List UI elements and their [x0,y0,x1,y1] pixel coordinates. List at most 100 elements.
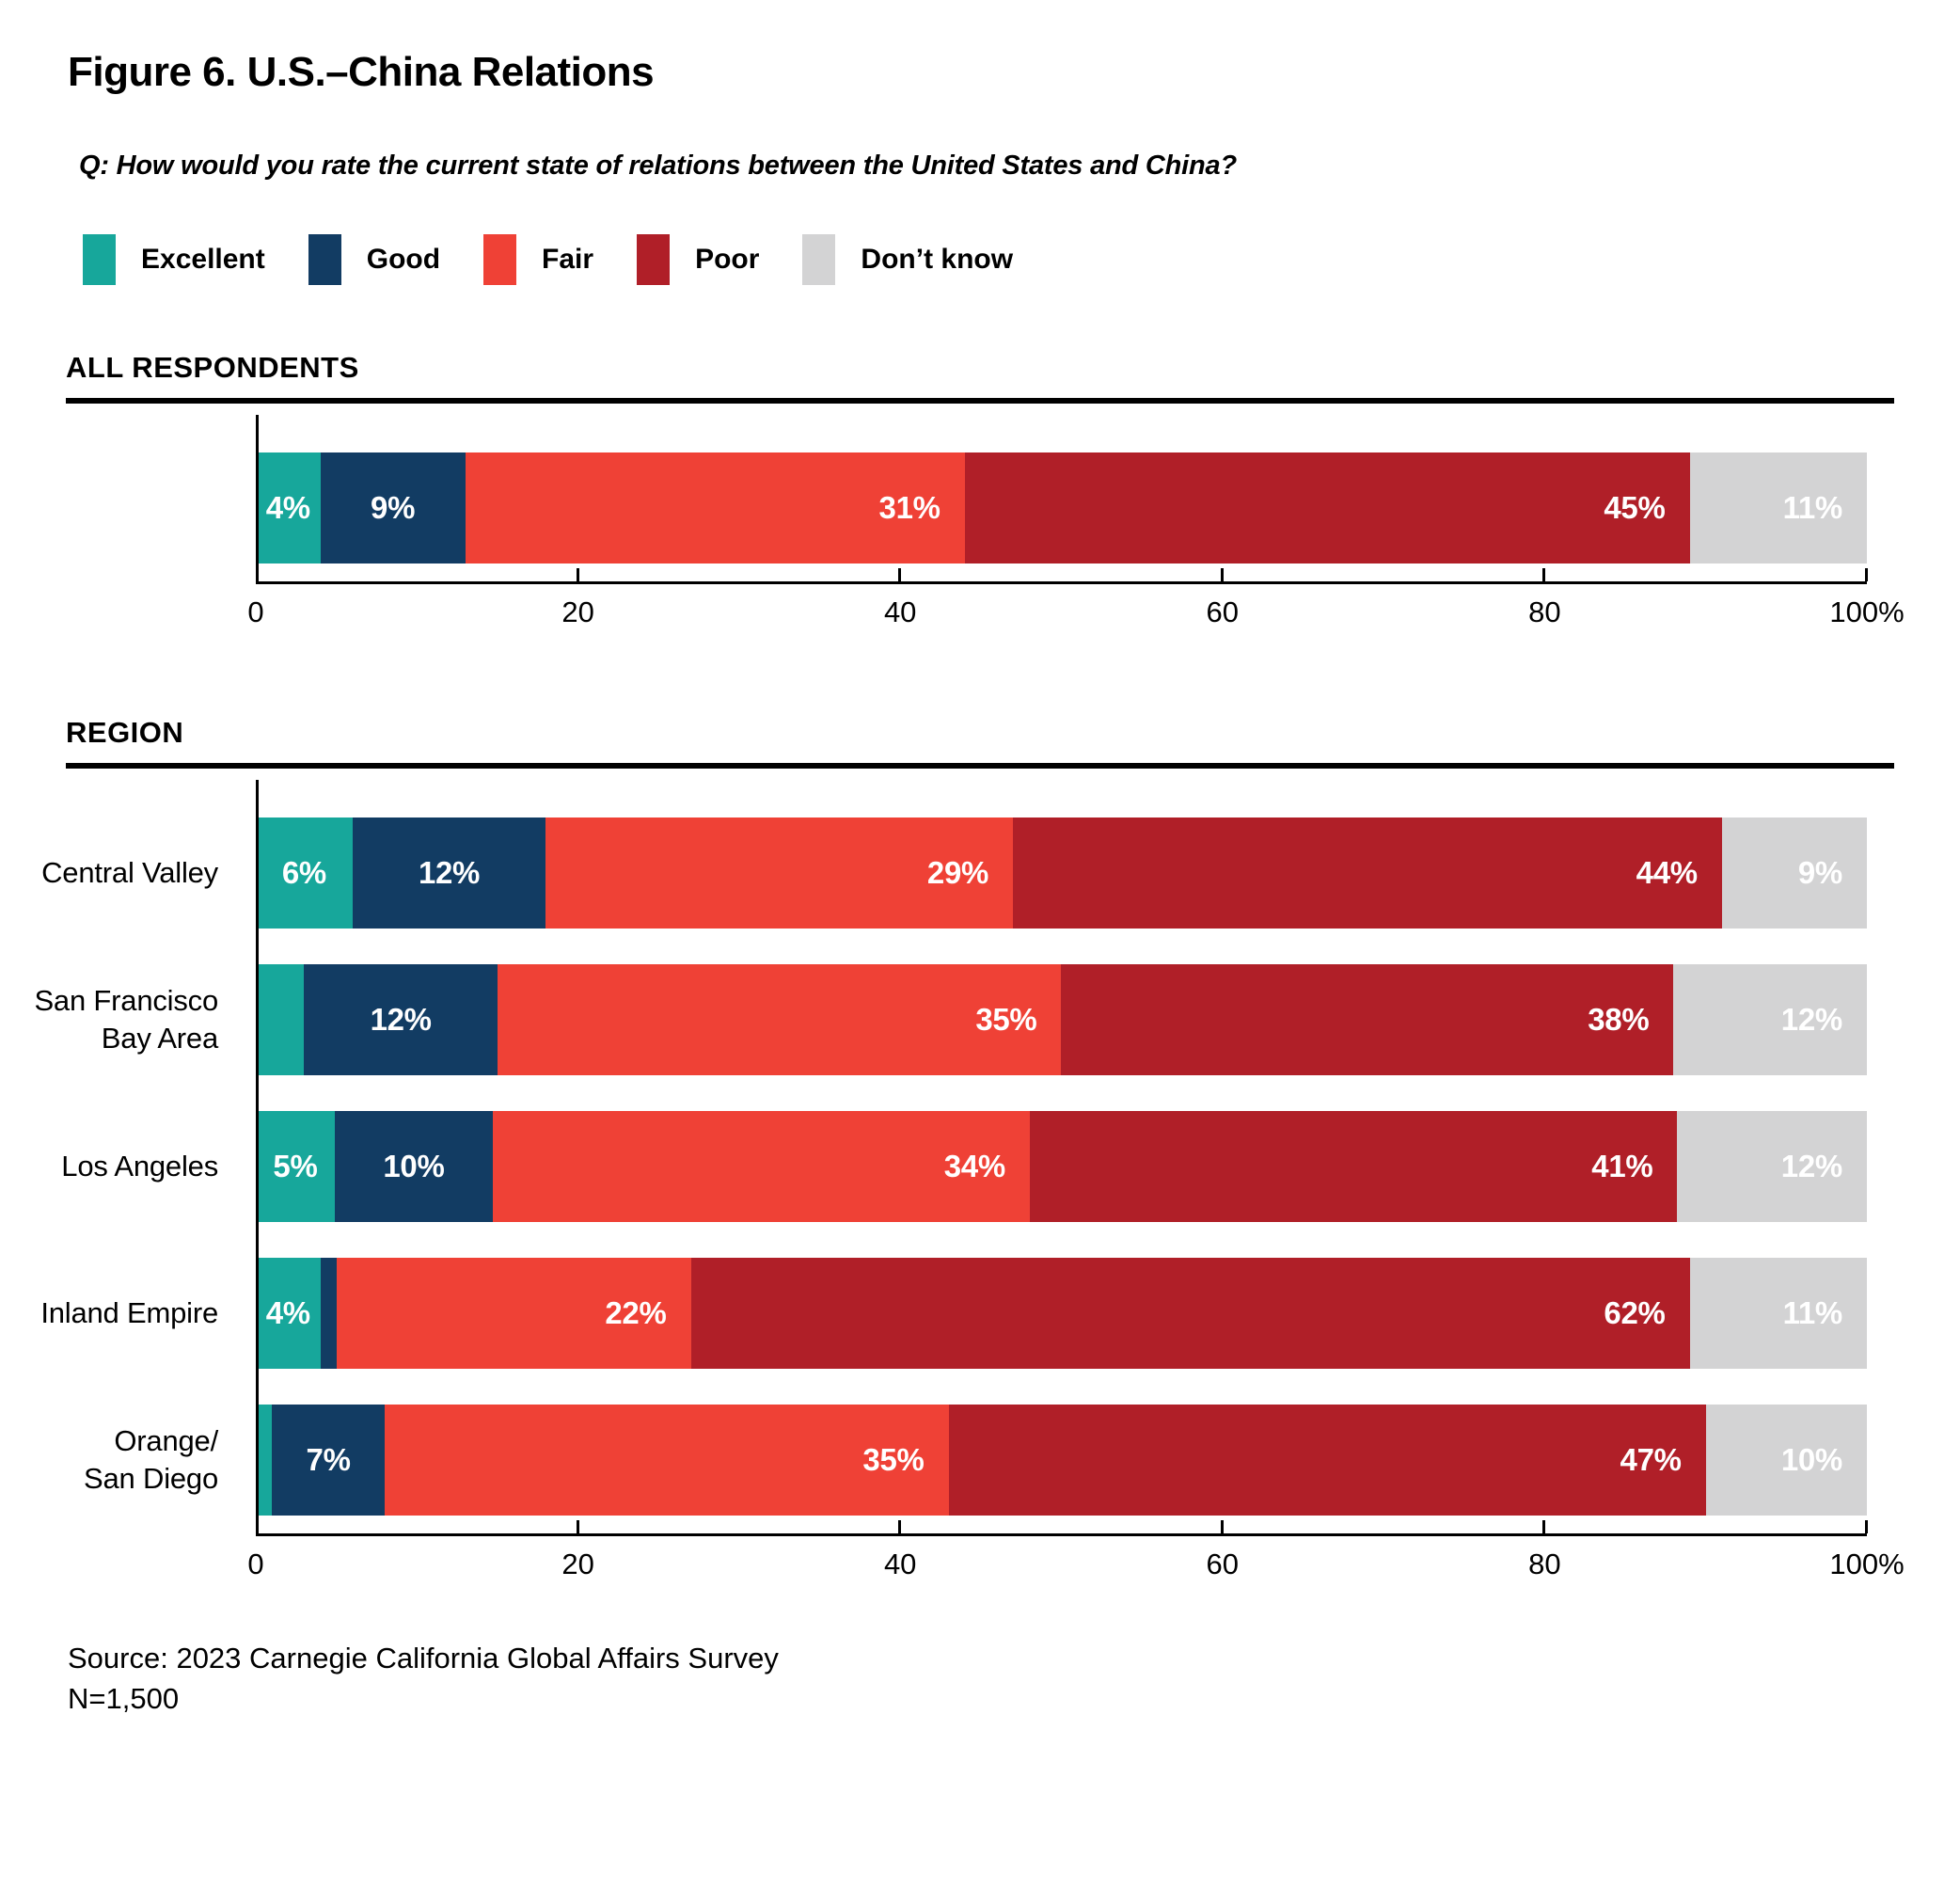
legend-item-poor: Poor [637,234,759,285]
segment-value-label: 35% [862,1442,925,1477]
segment-value-label: 62% [1604,1295,1666,1330]
axis-tick-label: 100% [1829,595,1905,628]
segment-value-label: 12% [370,1002,432,1037]
section-all-respondents: ALL RESPONDENTS 4% 9% 31% 45% 11% 0 20 40 60 80 10… [0,351,1960,633]
y-axis-baseline [256,780,259,1536]
section-region: REGION Central Valley 6% 12% 29% 44% 9% San Fr… [0,716,1960,1585]
segment-value-label: 11% [1782,490,1843,525]
axis-tick-label: 40 [883,1548,917,1580]
axis-tick [1542,1520,1546,1533]
bar-track: 4% 9% 31% 45% 11% [256,452,1867,564]
legend-item-fair: Fair [483,234,593,285]
segment-don-t-know: 9% [1721,818,1867,929]
chart-all-respondents: 4% 9% 31% 45% 11% 0 20 40 60 80 100% [0,415,1905,633]
segment-excellent [256,1405,273,1516]
segment-excellent: 5% [256,1111,335,1222]
row-label: San Francisco Bay Area [34,984,218,1055]
legend-item-excellent: Excellent [83,234,265,285]
bar-row: Los Angeles 5% 10% 34% 41% 12% [0,1111,1867,1222]
figure-title: Figure 6. U.S.–China Relations [68,49,655,95]
legend-label-excellent: Excellent [141,244,265,275]
axis-tick-label: 40 [883,595,917,628]
segment-value-label: 45% [1604,490,1666,525]
segment-don-t-know: 11% [1689,452,1867,564]
segment-poor: 47% [948,1405,1706,1516]
legend-label-poor: Poor [695,244,760,275]
segment-excellent [256,964,305,1075]
figure-page: Figure 6. U.S.–China Relations Q: How wo… [0,49,1960,1889]
section-header-all-respondents: ALL RESPONDENTS [66,351,359,384]
segment-good: 10% [334,1111,493,1222]
segment-value-label: 44% [1636,855,1698,890]
segment-fair: 35% [385,1405,949,1516]
section-rule [66,763,1894,769]
chart-region: Central Valley 6% 12% 29% 44% 9% San Francisco… [0,780,1905,1585]
x-axis-line [256,1520,1868,1536]
section-header-region: REGION [66,716,184,749]
bar-track: 7% 35% 47% 10% [256,1405,1867,1516]
axis-tick-label: 20 [561,1548,594,1580]
x-axis-labels: 0 20 40 60 80 100% [247,1548,1904,1585]
segment-value-label: 11% [1782,1295,1843,1330]
bar-track: 4% 22% 62% 11% [256,1258,1867,1369]
segment-fair: 22% [336,1258,691,1369]
chart-body: 4% 9% 31% 45% 11% [0,415,1868,584]
row-label: Inland Empire [40,1296,218,1330]
legend-item-dont-know: Don’t know [802,234,1013,285]
segment-value-label: 4% [265,1295,310,1330]
legend-swatch-excellent [83,234,116,285]
legend-swatch-fair [483,234,517,285]
segment-don-t-know: 11% [1689,1258,1867,1369]
axis-tick-label: 80 [1528,1548,1561,1580]
axis-tick [576,568,579,581]
segment-value-label: 9% [1797,855,1842,890]
segment-poor: 44% [1013,818,1722,929]
chart-body: Central Valley 6% 12% 29% 44% 9% San Francisco… [0,780,1868,1536]
axis-tick [576,1520,579,1533]
segment-value-label: 31% [878,490,940,525]
segment-poor: 41% [1029,1111,1678,1222]
row-label: Orange/ San Diego [84,1424,218,1495]
legend-label-dont-know: Don’t know [861,244,1014,275]
axis-tick [898,568,902,581]
segment-value-label: 29% [926,855,989,890]
axis-tick-label: 60 [1206,1548,1240,1580]
bar-row: Orange/ San Diego 7% 35% 47% 10% [0,1405,1867,1516]
segment-fair: 34% [492,1111,1030,1222]
source-text: Source: 2023 Carnegie California Global … [68,1642,779,1675]
y-axis-baseline [256,415,259,584]
segment-value-label: 5% [273,1149,318,1183]
segment-good [320,1258,337,1369]
segment-value-label: 22% [605,1295,667,1330]
segment-good: 9% [320,452,466,564]
axis-tick-label: 60 [1206,595,1240,628]
bar-track: 5% 10% 34% 41% 12% [256,1111,1867,1222]
segment-poor: 38% [1061,964,1674,1075]
segment-excellent: 4% [256,1258,321,1369]
x-axis-line [256,568,1868,584]
bar-row: Inland Empire 4% 22% 62% 11% [0,1258,1867,1369]
legend-swatch-dont-know [802,234,836,285]
segment-excellent: 4% [256,452,321,564]
row-label: Los Angeles [61,1150,218,1183]
segment-don-t-know: 10% [1705,1405,1867,1516]
legend-label-fair: Fair [542,244,594,275]
segment-fair: 31% [465,452,965,564]
axis-tick [898,1520,902,1533]
axis-tick-label: 80 [1528,595,1561,628]
section-rule [66,398,1894,404]
bar-row: 4% 9% 31% 45% 11% [0,452,1867,564]
axis-tick-label: 20 [561,595,594,628]
segment-don-t-know: 12% [1677,1111,1867,1222]
survey-question: Q: How would you rate the current state … [79,151,1237,181]
axis-tick-label: 0 [247,1548,264,1580]
row-label: Central Valley [41,856,218,890]
segment-value-label: 6% [281,855,326,890]
segment-value-label: 9% [371,490,416,525]
bar-track: 12% 35% 38% 12% [256,964,1867,1075]
axis-tick [1865,568,1868,581]
legend-item-good: Good [308,234,440,285]
bar-row: Central Valley 6% 12% 29% 44% 9% [0,818,1867,929]
segment-fair: 35% [497,964,1062,1075]
axis-tick [1865,1520,1868,1533]
